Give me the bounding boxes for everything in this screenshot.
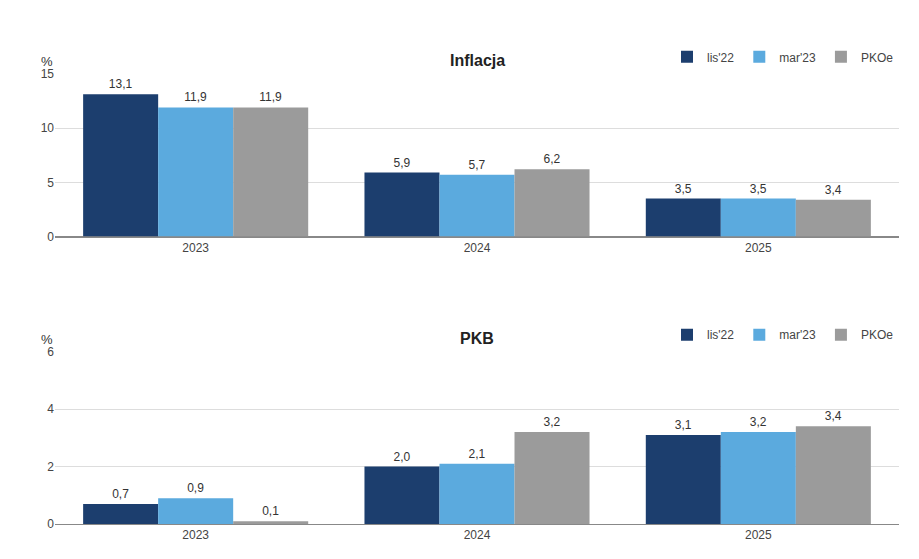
svg-text:PKB: PKB bbox=[460, 330, 494, 347]
svg-text:10: 10 bbox=[41, 121, 55, 135]
svg-text:11,9: 11,9 bbox=[184, 90, 207, 104]
svg-text:15: 15 bbox=[41, 67, 55, 81]
svg-text:3,5: 3,5 bbox=[675, 182, 692, 196]
svg-text:2024: 2024 bbox=[464, 528, 491, 542]
svg-text:lis'22: lis'22 bbox=[707, 51, 734, 65]
svg-text:2024: 2024 bbox=[464, 241, 491, 255]
svg-text:%: % bbox=[41, 332, 53, 347]
svg-text:5,7: 5,7 bbox=[468, 158, 485, 172]
svg-text:3,1: 3,1 bbox=[675, 418, 692, 432]
svg-text:3,5: 3,5 bbox=[750, 182, 767, 196]
svg-text:3,4: 3,4 bbox=[825, 409, 842, 423]
svg-text:Inflacja: Inflacja bbox=[450, 52, 505, 69]
svg-text:2023: 2023 bbox=[182, 241, 209, 255]
svg-text:PKOe: PKOe bbox=[861, 51, 893, 65]
svg-text:%: % bbox=[41, 54, 53, 69]
svg-text:5,9: 5,9 bbox=[393, 156, 410, 170]
svg-text:13,1: 13,1 bbox=[109, 77, 133, 91]
svg-text:6,2: 6,2 bbox=[544, 152, 561, 166]
svg-text:0: 0 bbox=[47, 230, 54, 244]
svg-text:3,2: 3,2 bbox=[750, 415, 767, 429]
svg-text:2,0: 2,0 bbox=[393, 450, 410, 464]
svg-text:4: 4 bbox=[47, 402, 54, 416]
svg-text:0,9: 0,9 bbox=[187, 481, 204, 495]
svg-text:6: 6 bbox=[47, 345, 54, 359]
svg-text:2,1: 2,1 bbox=[468, 447, 485, 461]
svg-text:3,2: 3,2 bbox=[544, 415, 561, 429]
svg-text:0,7: 0,7 bbox=[112, 487, 129, 501]
svg-text:3,4: 3,4 bbox=[825, 183, 842, 197]
svg-text:2025: 2025 bbox=[745, 241, 772, 255]
svg-text:5: 5 bbox=[47, 176, 54, 190]
svg-text:11,9: 11,9 bbox=[259, 90, 282, 104]
svg-text:0,1: 0,1 bbox=[262, 504, 279, 518]
svg-text:2: 2 bbox=[47, 460, 54, 474]
svg-text:2025: 2025 bbox=[745, 528, 772, 542]
svg-text:PKOe: PKOe bbox=[861, 328, 893, 342]
svg-text:0: 0 bbox=[47, 517, 54, 531]
svg-text:mar'23: mar'23 bbox=[779, 328, 816, 342]
svg-text:mar'23: mar'23 bbox=[779, 51, 816, 65]
svg-text:2023: 2023 bbox=[182, 528, 209, 542]
svg-text:lis'22: lis'22 bbox=[707, 328, 734, 342]
